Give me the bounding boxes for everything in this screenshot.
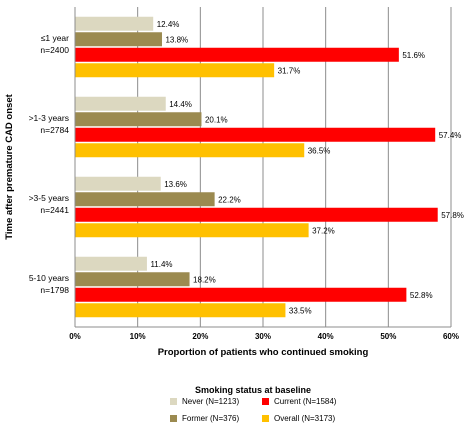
data-label: 57.4% [439, 131, 462, 140]
bar [75, 272, 190, 287]
x-tick-label: 40% [318, 332, 334, 341]
x-tick-label: 10% [130, 332, 146, 341]
data-label: 13.6% [164, 180, 187, 189]
category-label: ≤1 year [41, 33, 69, 43]
bar [75, 63, 275, 78]
data-label: 22.2% [218, 195, 241, 204]
bar [75, 32, 162, 47]
x-axis-title: Proportion of patients who continued smo… [158, 347, 369, 358]
data-label: 52.8% [410, 291, 433, 300]
category-label: n=2784 [40, 125, 69, 135]
bar [75, 256, 147, 271]
legend-label: Former (N=376) [182, 414, 239, 423]
y-axis-title: Time after premature CAD onset [4, 93, 15, 239]
category-label: n=2400 [40, 45, 69, 55]
bar [75, 223, 309, 238]
data-label: 36.5% [308, 146, 331, 155]
data-label: 31.7% [278, 66, 301, 75]
data-label: 13.8% [165, 35, 188, 44]
legend-swatch [170, 398, 177, 405]
legend-title: Smoking status at baseline [195, 385, 311, 395]
x-tick-label: 30% [255, 332, 271, 341]
legend-label: Never (N=1213) [182, 397, 239, 406]
x-tick-label: 60% [443, 332, 459, 341]
data-label: 14.4% [169, 100, 192, 109]
bar [75, 96, 166, 111]
bar [75, 176, 161, 191]
legend-swatch [170, 415, 177, 422]
data-label: 37.2% [312, 226, 335, 235]
data-label: 11.4% [150, 260, 172, 269]
x-tick-label: 20% [192, 332, 208, 341]
bar [75, 303, 286, 318]
category-label: n=2441 [40, 205, 69, 215]
bar [75, 16, 154, 31]
category-label: >3-5 years [29, 193, 69, 203]
legend-swatch [262, 415, 269, 422]
category-label: >1-3 years [29, 113, 69, 123]
bar [75, 192, 215, 207]
x-tick-label: 0% [69, 332, 81, 341]
bar [75, 143, 305, 158]
data-label: 12.4% [157, 20, 180, 29]
x-tick-label: 50% [380, 332, 396, 341]
bar [75, 112, 202, 127]
data-label: 57.8% [441, 211, 464, 220]
category-label: n=1798 [40, 285, 69, 295]
legend-label: Overall (N=3173) [274, 414, 335, 423]
data-label: 51.6% [402, 51, 425, 60]
bar [75, 47, 399, 62]
legend-swatch [262, 398, 269, 405]
data-label: 20.1% [205, 115, 228, 124]
bar [75, 287, 407, 302]
legend-label: Current (N=1584) [274, 397, 337, 406]
bar [75, 207, 438, 222]
category-label: 5-10 years [29, 273, 69, 283]
data-label: 18.2% [193, 275, 216, 284]
data-label: 33.5% [289, 306, 312, 315]
bar [75, 127, 436, 142]
